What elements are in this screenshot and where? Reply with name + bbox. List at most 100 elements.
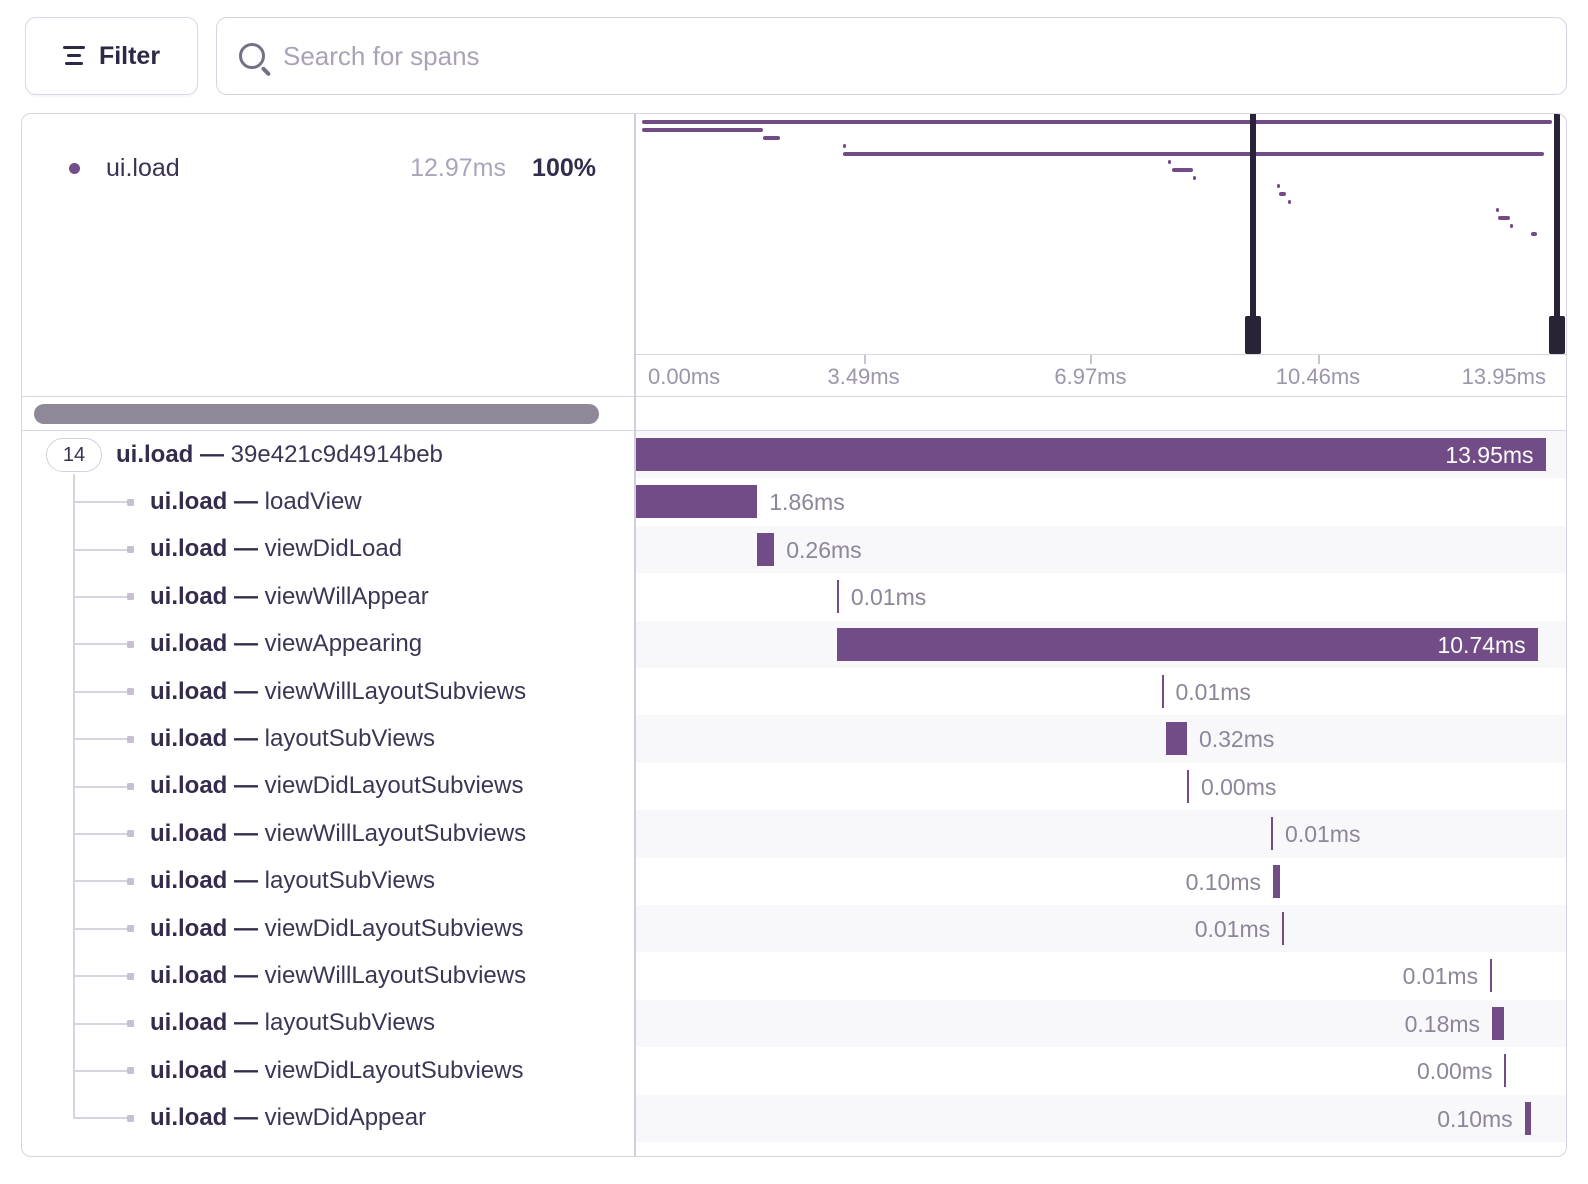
tree-connector-line bbox=[74, 690, 130, 693]
minimap-right-handle-grip[interactable] bbox=[1549, 316, 1565, 354]
tree-connector-dot bbox=[127, 972, 134, 980]
legend-percent: 100% bbox=[532, 154, 596, 182]
span-duration-bar[interactable] bbox=[1166, 722, 1187, 756]
tree-connector-dot bbox=[127, 1114, 134, 1122]
axis-tick-mark bbox=[1317, 355, 1320, 364]
span-count-badge[interactable]: 14 bbox=[46, 438, 102, 472]
span-duration-bar[interactable] bbox=[1492, 1006, 1504, 1040]
span-tree-row[interactable]: ui.load — viewDidLayoutSubviews bbox=[22, 763, 634, 810]
axis-tick-mark bbox=[1090, 355, 1093, 364]
tree-connector-line bbox=[74, 1022, 130, 1025]
span-duration-label: 1.86ms bbox=[769, 489, 845, 516]
legend-op-label: ui.load bbox=[106, 154, 180, 182]
span-tree-row[interactable]: ui.load — 39e421c9d4914beb bbox=[22, 431, 634, 478]
tree-connector-line bbox=[74, 785, 130, 788]
span-duration-bar[interactable] bbox=[1273, 864, 1280, 898]
axis-tick-label: 10.46ms bbox=[1275, 364, 1361, 389]
tree-connector-line bbox=[74, 643, 130, 646]
axis-tick-label: 13.95ms bbox=[1461, 364, 1546, 389]
tree-vertical-line bbox=[73, 474, 75, 1120]
span-label: ui.load — viewWillLayoutSubviews bbox=[150, 962, 527, 990]
span-duration-label: 0.01ms bbox=[1194, 916, 1271, 942]
minimap-left-handle-grip[interactable] bbox=[1245, 316, 1261, 354]
span-duration-bar[interactable] bbox=[837, 627, 1538, 661]
span-duration-bar[interactable] bbox=[1282, 912, 1285, 945]
span-duration-bar[interactable] bbox=[1186, 769, 1189, 803]
span-tree-row[interactable]: ui.load — viewWillAppear bbox=[22, 573, 634, 620]
span-duration-label: 0.32ms bbox=[1198, 726, 1275, 753]
tree-connector-line bbox=[74, 1069, 130, 1072]
span-duration-bar[interactable] bbox=[636, 485, 758, 519]
span-tree-row[interactable]: ui.load — viewDidLoad bbox=[22, 526, 634, 573]
time-axis: 0.00ms 3.49ms 6.97ms 10.46ms 13.95ms bbox=[634, 354, 1566, 396]
tree-connector-line bbox=[74, 738, 130, 741]
span-duration-bar[interactable] bbox=[757, 532, 775, 566]
span-label: ui.load — viewWillLayoutSubviews bbox=[150, 677, 527, 705]
span-tree-row[interactable]: ui.load — layoutSubViews bbox=[22, 1000, 634, 1047]
span-tree-row[interactable]: ui.load — viewWillLayoutSubviews bbox=[22, 952, 634, 999]
tree-connector-dot bbox=[127, 593, 134, 601]
tree-connector-line bbox=[74, 880, 130, 883]
minimap-span bbox=[842, 144, 846, 148]
span-duration-bar[interactable] bbox=[836, 580, 839, 614]
span-label: ui.load — layoutSubViews bbox=[150, 725, 436, 753]
tree-connector-line bbox=[74, 548, 130, 551]
legend-duration: 12.97ms bbox=[410, 154, 506, 182]
tree-connector-dot bbox=[127, 925, 134, 933]
span-tree-row[interactable]: ui.load — viewDidLayoutSubviews bbox=[22, 905, 634, 952]
span-tree-row[interactable]: ui.load — loadView bbox=[22, 478, 634, 525]
minimap-span bbox=[1172, 168, 1193, 172]
hscroll-track bbox=[22, 396, 1566, 431]
span-duration-bar[interactable] bbox=[1161, 675, 1164, 708]
minimap-span bbox=[1530, 232, 1538, 236]
span-tree-row[interactable]: ui.load — viewWillLayoutSubviews bbox=[22, 668, 634, 715]
span-label: ui.load — viewWillAppear bbox=[150, 582, 429, 610]
minimap-span bbox=[1510, 224, 1514, 228]
tree-connector-dot bbox=[127, 498, 134, 506]
hscroll-thumb[interactable] bbox=[34, 404, 599, 424]
tree-connector-dot bbox=[127, 640, 134, 648]
span-tree-row[interactable]: ui.load — layoutSubViews bbox=[22, 715, 634, 762]
minimap-span bbox=[1277, 184, 1281, 188]
span-duration-bar[interactable] bbox=[636, 438, 1546, 471]
span-duration-bar[interactable] bbox=[1504, 1054, 1507, 1088]
tree-connector-line bbox=[74, 832, 130, 835]
axis-tick-label: 3.49ms bbox=[827, 364, 900, 389]
axis-tick-label: 6.97ms bbox=[1054, 364, 1127, 389]
chart-row-background bbox=[634, 763, 1566, 810]
span-duration-bar[interactable] bbox=[1524, 1101, 1532, 1135]
tree-connector-dot bbox=[127, 830, 134, 838]
minimap-span bbox=[843, 152, 1544, 156]
span-tree-row[interactable]: ui.load — viewDidLayoutSubviews bbox=[22, 1047, 634, 1094]
span-tree-row[interactable]: ui.load — viewDidAppear bbox=[22, 1095, 634, 1142]
trace-minimap[interactable] bbox=[634, 114, 1566, 354]
minimap-right-handle[interactable] bbox=[1554, 114, 1560, 354]
tree-connector-line bbox=[74, 1117, 130, 1120]
span-tree-row[interactable]: ui.load — layoutSubViews bbox=[22, 858, 634, 905]
chart-row-background bbox=[634, 905, 1566, 953]
span-duration-bar[interactable] bbox=[1490, 959, 1493, 993]
tree-connector-dot bbox=[127, 783, 134, 790]
legend-color-dot bbox=[69, 163, 80, 174]
span-tree-row[interactable]: ui.load — viewWillLayoutSubviews bbox=[22, 810, 634, 857]
span-duration-bar[interactable] bbox=[1271, 817, 1274, 851]
minimap-left-handle[interactable] bbox=[1250, 114, 1256, 354]
span-label: ui.load — layoutSubViews bbox=[150, 1009, 436, 1037]
panel-divider[interactable] bbox=[634, 114, 636, 1156]
span-duration-label: 0.10ms bbox=[1185, 868, 1261, 895]
filter-button[interactable]: Filter bbox=[25, 17, 198, 95]
span-duration-label: 0.00ms bbox=[1417, 1058, 1493, 1085]
span-tree-row[interactable]: ui.load — viewAppearing bbox=[22, 621, 634, 668]
trace-panel: ui.load 12.97ms 100% 0.00ms 3.49ms 6.97ms 1… bbox=[21, 113, 1567, 1157]
span-search-box[interactable] bbox=[216, 17, 1567, 95]
span-duration-label: 0.26ms bbox=[786, 536, 862, 563]
span-label: ui.load — viewWillLayoutSubviews bbox=[150, 819, 527, 847]
span-duration-label: 0.01ms bbox=[1285, 821, 1361, 848]
span-duration-label: 0.10ms bbox=[1437, 1105, 1513, 1132]
tree-connector-dot bbox=[127, 688, 134, 696]
search-input[interactable] bbox=[283, 40, 1544, 72]
tree-connector-line bbox=[74, 927, 130, 930]
span-duration-label: 10.74ms bbox=[1437, 631, 1526, 658]
span-label: ui.load — viewAppearing bbox=[150, 630, 423, 658]
